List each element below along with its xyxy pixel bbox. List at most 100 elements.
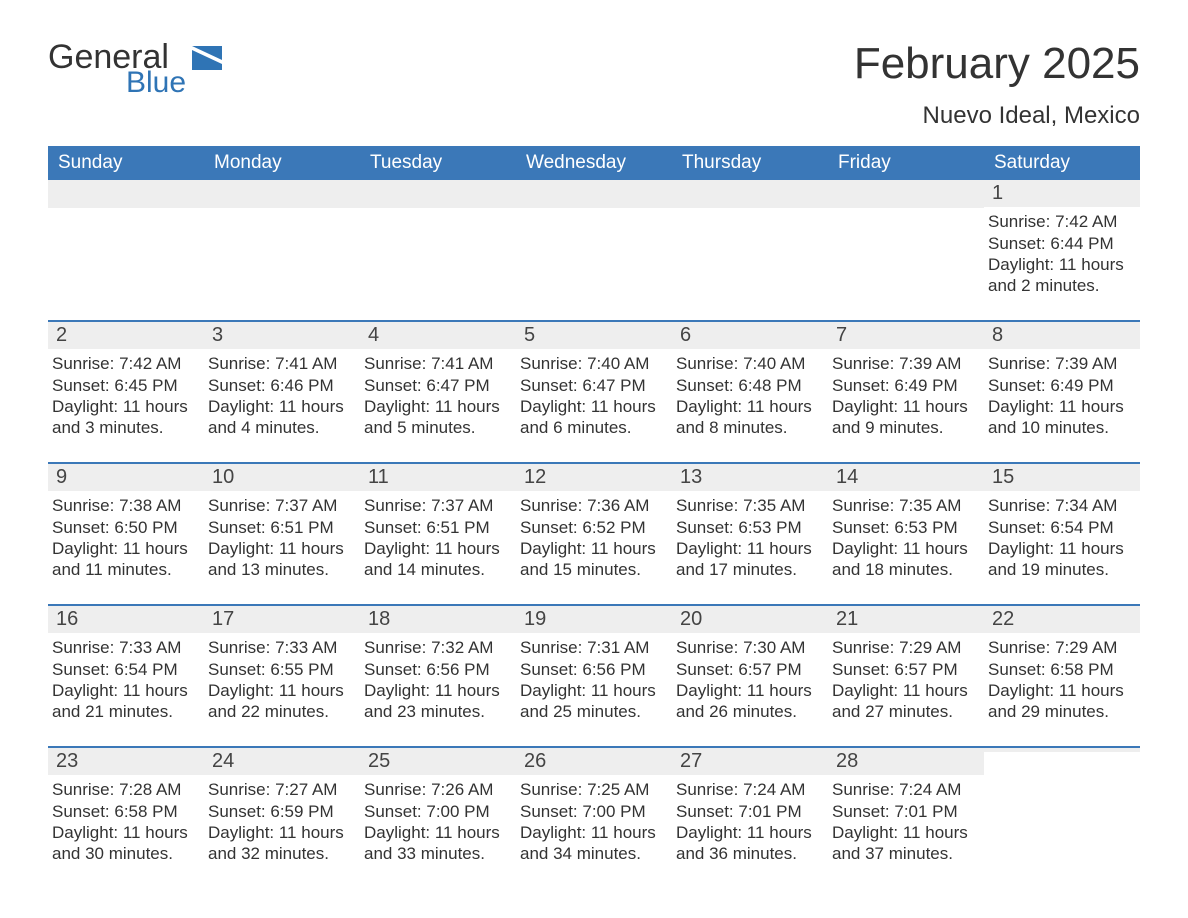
day-number: 18 bbox=[360, 606, 516, 633]
daylight-text: Daylight: 11 hours and 25 minutes. bbox=[520, 680, 664, 723]
calendar-cell: 27Sunrise: 7:24 AMSunset: 7:01 PMDayligh… bbox=[672, 748, 828, 872]
sunset-text: Sunset: 6:58 PM bbox=[988, 659, 1132, 680]
sunset-text: Sunset: 6:46 PM bbox=[208, 375, 352, 396]
day-info: Sunrise: 7:31 AMSunset: 6:56 PMDaylight:… bbox=[520, 637, 664, 722]
sunrise-text: Sunrise: 7:24 AM bbox=[832, 779, 976, 800]
calendar-cell bbox=[360, 180, 516, 304]
sunset-text: Sunset: 6:45 PM bbox=[52, 375, 196, 396]
sunrise-text: Sunrise: 7:37 AM bbox=[208, 495, 352, 516]
daylight-text: Daylight: 11 hours and 19 minutes. bbox=[988, 538, 1132, 581]
day-info: Sunrise: 7:30 AMSunset: 6:57 PMDaylight:… bbox=[676, 637, 820, 722]
sunset-text: Sunset: 6:57 PM bbox=[832, 659, 976, 680]
calendar-cell: 1Sunrise: 7:42 AMSunset: 6:44 PMDaylight… bbox=[984, 180, 1140, 304]
sunrise-text: Sunrise: 7:42 AM bbox=[988, 211, 1132, 232]
weekday-sunday: Sunday bbox=[48, 146, 204, 180]
weekday-thursday: Thursday bbox=[672, 146, 828, 180]
day-number bbox=[984, 748, 1140, 752]
day-number bbox=[516, 180, 672, 208]
day-number: 11 bbox=[360, 464, 516, 491]
calendar-cell bbox=[204, 180, 360, 304]
calendar-cell: 21 Sunrise: 7:29 AMSunset: 6:57 PMDayligh… bbox=[828, 606, 984, 730]
sunset-text: Sunset: 6:54 PM bbox=[52, 659, 196, 680]
daylight-text: Daylight: 11 hours and 5 minutes. bbox=[364, 396, 508, 439]
weekday-tuesday: Tuesday bbox=[360, 146, 516, 180]
day-info: Sunrise: 7:33 AMSunset: 6:55 PMDaylight:… bbox=[208, 637, 352, 722]
day-number: 21 bbox=[828, 606, 984, 633]
day-number: 9 bbox=[48, 464, 204, 491]
sunset-text: Sunset: 6:47 PM bbox=[520, 375, 664, 396]
sunrise-text: Sunrise: 7:29 AM bbox=[832, 637, 976, 658]
daylight-text: Daylight: 11 hours and 13 minutes. bbox=[208, 538, 352, 581]
daylight-text: Daylight: 11 hours and 36 minutes. bbox=[676, 822, 820, 865]
day-info: Sunrise: 7:29 AMSunset: 6:57 PMDaylight:… bbox=[832, 637, 976, 722]
day-number: 17 bbox=[204, 606, 360, 633]
sunrise-text: Sunrise: 7:34 AM bbox=[988, 495, 1132, 516]
day-number bbox=[672, 180, 828, 208]
day-number: 20 bbox=[672, 606, 828, 633]
calendar-cell bbox=[672, 180, 828, 304]
calendar-cell: 19Sunrise: 7:31 AMSunset: 6:56 PMDayligh… bbox=[516, 606, 672, 730]
day-number: 24 bbox=[204, 748, 360, 775]
day-info: Sunrise: 7:34 AMSunset: 6:54 PMDaylight:… bbox=[988, 495, 1132, 580]
day-info: Sunrise: 7:24 AMSunset: 7:01 PMDaylight:… bbox=[832, 779, 976, 864]
day-number: 23 bbox=[48, 748, 204, 775]
calendar-cell: 24 Sunrise: 7:27 AMSunset: 6:59 PMDayligh… bbox=[204, 748, 360, 872]
daylight-text: Daylight: 11 hours and 29 minutes. bbox=[988, 680, 1132, 723]
sunset-text: Sunset: 6:48 PM bbox=[676, 375, 820, 396]
day-info: Sunrise: 7:41 AMSunset: 6:47 PMDaylight:… bbox=[364, 353, 508, 438]
day-number: 27 bbox=[672, 748, 828, 775]
weekday-saturday: Saturday bbox=[984, 146, 1140, 180]
day-info: Sunrise: 7:27 AMSunset: 6:59 PMDaylight:… bbox=[208, 779, 352, 864]
day-number: 15 bbox=[984, 464, 1140, 491]
sunset-text: Sunset: 7:01 PM bbox=[676, 801, 820, 822]
day-number: 3 bbox=[204, 322, 360, 349]
sunrise-text: Sunrise: 7:40 AM bbox=[676, 353, 820, 374]
calendar-week: 9 Sunrise: 7:38 AMSunset: 6:50 PMDaylight… bbox=[48, 462, 1140, 588]
calendar-cell bbox=[828, 180, 984, 304]
sunset-text: Sunset: 6:51 PM bbox=[364, 517, 508, 538]
daylight-text: Daylight: 11 hours and 15 minutes. bbox=[520, 538, 664, 581]
calendar-cell: 16Sunrise: 7:33 AMSunset: 6:54 PMDayligh… bbox=[48, 606, 204, 730]
logo-word-blue: Blue bbox=[126, 68, 186, 98]
location-label: Nuevo Ideal, Mexico bbox=[854, 102, 1140, 130]
calendar: Sunday Monday Tuesday Wednesday Thursday… bbox=[48, 146, 1140, 872]
logo: General Blue bbox=[48, 40, 222, 98]
sunset-text: Sunset: 6:58 PM bbox=[52, 801, 196, 822]
sunrise-text: Sunrise: 7:41 AM bbox=[364, 353, 508, 374]
sunset-text: Sunset: 6:56 PM bbox=[364, 659, 508, 680]
day-info: Sunrise: 7:39 AMSunset: 6:49 PMDaylight:… bbox=[832, 353, 976, 438]
sunrise-text: Sunrise: 7:41 AM bbox=[208, 353, 352, 374]
day-info: Sunrise: 7:26 AMSunset: 7:00 PMDaylight:… bbox=[364, 779, 508, 864]
sunset-text: Sunset: 6:51 PM bbox=[208, 517, 352, 538]
sunset-text: Sunset: 6:53 PM bbox=[676, 517, 820, 538]
sunset-text: Sunset: 6:52 PM bbox=[520, 517, 664, 538]
day-info: Sunrise: 7:38 AMSunset: 6:50 PMDaylight:… bbox=[52, 495, 196, 580]
calendar-cell bbox=[516, 180, 672, 304]
daylight-text: Daylight: 11 hours and 6 minutes. bbox=[520, 396, 664, 439]
day-number: 1 bbox=[984, 180, 1140, 207]
calendar-cell: 9 Sunrise: 7:38 AMSunset: 6:50 PMDaylight… bbox=[48, 464, 204, 588]
sunrise-text: Sunrise: 7:39 AM bbox=[988, 353, 1132, 374]
sunset-text: Sunset: 6:59 PM bbox=[208, 801, 352, 822]
sunset-text: Sunset: 6:47 PM bbox=[364, 375, 508, 396]
calendar-cell: 22Sunrise: 7:29 AMSunset: 6:58 PMDayligh… bbox=[984, 606, 1140, 730]
daylight-text: Daylight: 11 hours and 33 minutes. bbox=[364, 822, 508, 865]
daylight-text: Daylight: 11 hours and 32 minutes. bbox=[208, 822, 352, 865]
calendar-cell: 4Sunrise: 7:41 AMSunset: 6:47 PMDaylight… bbox=[360, 322, 516, 446]
calendar-cell: 14Sunrise: 7:35 AMSunset: 6:53 PMDayligh… bbox=[828, 464, 984, 588]
sunset-text: Sunset: 6:53 PM bbox=[832, 517, 976, 538]
daylight-text: Daylight: 11 hours and 21 minutes. bbox=[52, 680, 196, 723]
day-info: Sunrise: 7:35 AMSunset: 6:53 PMDaylight:… bbox=[832, 495, 976, 580]
sunrise-text: Sunrise: 7:35 AM bbox=[832, 495, 976, 516]
daylight-text: Daylight: 11 hours and 10 minutes. bbox=[988, 396, 1132, 439]
calendar-cell: 13Sunrise: 7:35 AMSunset: 6:53 PMDayligh… bbox=[672, 464, 828, 588]
day-number bbox=[360, 180, 516, 208]
sunrise-text: Sunrise: 7:39 AM bbox=[832, 353, 976, 374]
calendar-cell: 11Sunrise: 7:37 AMSunset: 6:51 PMDayligh… bbox=[360, 464, 516, 588]
calendar-cell: 12Sunrise: 7:36 AMSunset: 6:52 PMDayligh… bbox=[516, 464, 672, 588]
day-info: Sunrise: 7:29 AMSunset: 6:58 PMDaylight:… bbox=[988, 637, 1132, 722]
day-info: Sunrise: 7:41 AMSunset: 6:46 PMDaylight:… bbox=[208, 353, 352, 438]
calendar-week: 16Sunrise: 7:33 AMSunset: 6:54 PMDayligh… bbox=[48, 604, 1140, 730]
sunset-text: Sunset: 6:49 PM bbox=[832, 375, 976, 396]
calendar-cell: 17 Sunrise: 7:33 AMSunset: 6:55 PMDayligh… bbox=[204, 606, 360, 730]
